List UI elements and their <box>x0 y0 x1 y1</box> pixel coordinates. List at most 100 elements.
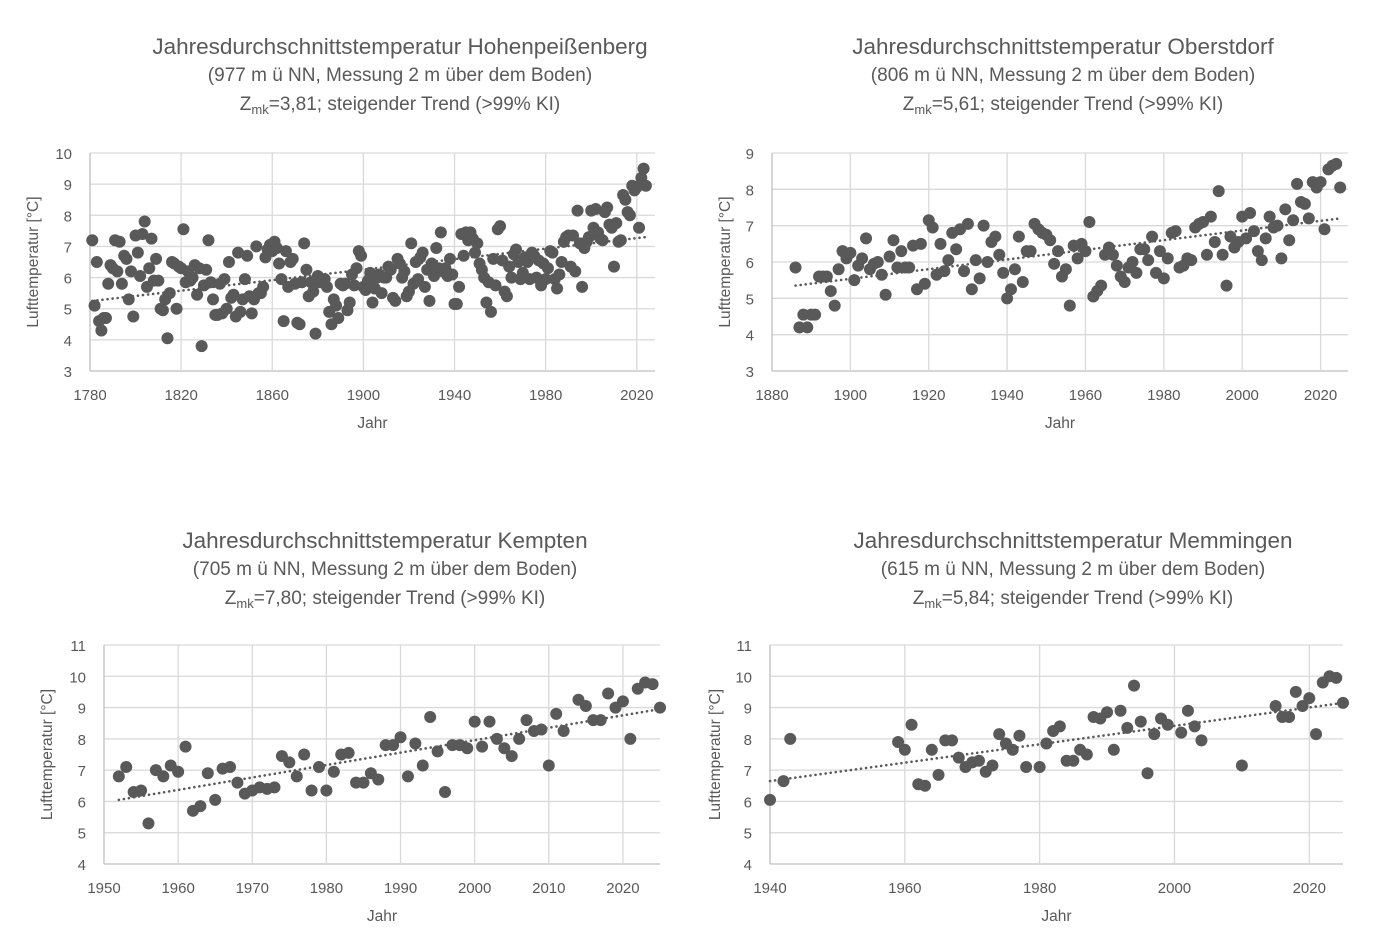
data-point <box>102 277 115 290</box>
trend-line-text: Zmk=7,80; steigender Trend (>99% KI) <box>85 589 685 618</box>
z-value: =3,81; steigender Trend (>99% KI) <box>268 94 561 115</box>
data-point <box>113 235 126 248</box>
data-point <box>1130 266 1143 279</box>
data-point <box>1016 275 1029 288</box>
data-point <box>1052 245 1065 258</box>
data-point <box>566 229 579 242</box>
data-point <box>222 256 235 268</box>
data-point <box>405 237 418 250</box>
x-tick-label: 1940 <box>753 880 786 897</box>
z-subscript: mk <box>914 102 932 117</box>
x-tick-label: 1980 <box>310 880 343 897</box>
x-tick-label: 2020 <box>1293 880 1326 897</box>
data-point <box>1126 256 1139 268</box>
data-point <box>191 288 204 301</box>
data-point <box>273 257 286 270</box>
title-line: Jahresdurchschnittstemperatur Memmingen <box>853 528 1293 553</box>
x-tick-label: 1980 <box>529 387 562 404</box>
y-tick-label: 4 <box>78 857 86 874</box>
data-point <box>1128 679 1141 692</box>
data-point <box>134 270 147 283</box>
data-point <box>298 748 311 761</box>
data-point <box>950 243 963 256</box>
data-point <box>494 220 507 233</box>
data-point <box>1185 254 1198 267</box>
data-point <box>1059 263 1072 276</box>
data-point <box>290 770 303 783</box>
y-tick-label: 9 <box>78 701 86 718</box>
data-point <box>860 232 873 245</box>
x-tick-label: 1940 <box>990 387 1023 404</box>
data-point <box>1200 248 1213 261</box>
data-point <box>489 279 502 292</box>
data-point <box>1146 230 1159 243</box>
y-tick-label: 9 <box>64 177 72 194</box>
data-point <box>623 209 636 222</box>
data-point <box>789 261 802 274</box>
data-point <box>241 249 254 262</box>
x-tick-label: 1780 <box>73 387 106 404</box>
data-point <box>500 290 513 303</box>
x-tick-label: 2000 <box>1226 387 1259 404</box>
data-point <box>520 714 533 727</box>
data-point <box>202 234 215 247</box>
data-point <box>1134 715 1147 728</box>
y-axis-label: Lufttemperatur [°C] <box>707 689 724 820</box>
x-tick-label: 1980 <box>1023 880 1056 897</box>
data-point <box>926 221 939 234</box>
x-tick-label: 1820 <box>164 387 197 404</box>
data-point <box>505 750 518 763</box>
data-point <box>355 249 368 262</box>
data-point <box>1337 696 1349 709</box>
data-point <box>1148 728 1161 741</box>
subtitle-line: (806 m ü NN, Messung 2 m über dem Boden) <box>870 65 1256 86</box>
data-point <box>330 299 343 312</box>
data-point <box>784 732 797 745</box>
data-point <box>120 761 133 774</box>
data-point <box>468 715 481 728</box>
data-point <box>431 745 444 758</box>
data-point <box>234 305 247 318</box>
y-axis-label: Lufttemperatur [°C] <box>25 196 42 327</box>
data-point <box>131 246 144 259</box>
x-tick-label: 2000 <box>458 880 491 897</box>
data-point <box>416 246 429 259</box>
data-point <box>150 252 163 265</box>
chart-3: 4 5 6 7 8 9 10 11 1950 1960 1970 1980 1990 2000 2010 20… <box>39 638 666 925</box>
x-tick-label: 1970 <box>236 880 269 897</box>
data-point <box>142 817 155 830</box>
data-point <box>1289 685 1302 698</box>
data-point <box>375 287 388 300</box>
x-tick-label: 1960 <box>1069 387 1102 404</box>
data-point <box>1101 706 1114 719</box>
z-value: =5,84; steigender Trend (>99% KI) <box>941 588 1234 609</box>
data-point <box>1161 718 1174 731</box>
x-tick-label: 2000 <box>1158 880 1191 897</box>
data-point <box>200 263 213 276</box>
data-point <box>480 296 493 309</box>
data-point <box>439 786 452 799</box>
data-point <box>143 262 156 275</box>
data-point <box>1121 721 1134 734</box>
data-point <box>925 743 938 756</box>
chart-title-hohenpeissenberg: Jahresdurchschnittstemperatur Hohenpeiße… <box>100 35 700 124</box>
x-tick-label: 1880 <box>755 387 788 404</box>
data-point <box>942 254 955 267</box>
data-point <box>1330 671 1343 684</box>
data-point <box>1279 203 1292 216</box>
data-point <box>487 252 500 265</box>
x-tick-label: 1950 <box>87 880 120 897</box>
trend-line <box>117 707 662 802</box>
x-tick-label: 1900 <box>834 387 867 404</box>
data-point <box>461 742 474 755</box>
chart-title-kempten: Jahresdurchschnittstemperatur Kempten (7… <box>85 529 685 618</box>
data-point <box>555 256 568 268</box>
data-point <box>844 246 857 259</box>
data-point <box>231 776 244 789</box>
data-point <box>1005 283 1018 296</box>
trend-line-text: Zmk=5,61; steigender Trend (>99% KI) <box>763 95 1363 124</box>
x-tick-label: 2010 <box>532 880 565 897</box>
data-point <box>387 739 400 752</box>
data-point <box>1053 720 1066 733</box>
y-tick-label: 11 <box>70 638 86 655</box>
